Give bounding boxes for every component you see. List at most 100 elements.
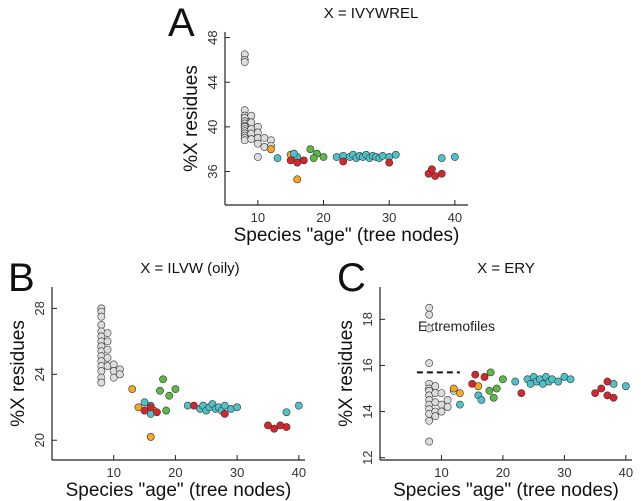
y-tick-label: 48 bbox=[205, 30, 220, 44]
x-tick-label: 40 bbox=[292, 465, 306, 480]
point bbox=[431, 412, 440, 421]
point bbox=[425, 310, 434, 319]
x-tick-label: 40 bbox=[448, 210, 462, 225]
x-axis-label: Species "age" (tree nodes) bbox=[66, 480, 292, 501]
point bbox=[220, 401, 229, 410]
point bbox=[240, 136, 249, 145]
point bbox=[267, 145, 275, 154]
point bbox=[233, 403, 242, 412]
x-tick-label: 20 bbox=[316, 210, 330, 225]
point bbox=[489, 393, 498, 402]
point bbox=[156, 386, 164, 395]
point bbox=[431, 382, 440, 391]
point bbox=[437, 389, 446, 398]
point bbox=[134, 403, 143, 412]
point bbox=[456, 389, 464, 398]
point bbox=[270, 424, 279, 433]
point bbox=[554, 377, 563, 386]
chart-title: X = IVYWREL bbox=[324, 5, 419, 22]
point bbox=[477, 396, 486, 404]
point bbox=[517, 389, 526, 398]
x-axis-label: Species "age" (tree nodes) bbox=[234, 225, 460, 246]
point bbox=[264, 421, 272, 430]
chart-title: X = ERY bbox=[477, 260, 535, 277]
x-tick-label: 10 bbox=[106, 465, 120, 480]
point bbox=[103, 345, 112, 354]
point bbox=[339, 157, 348, 166]
y-tick-label: 40 bbox=[205, 120, 220, 134]
point bbox=[425, 416, 434, 425]
y-tick-label: 24 bbox=[32, 367, 47, 381]
point bbox=[621, 382, 630, 391]
point bbox=[115, 370, 124, 379]
x-tick-label: 10 bbox=[434, 465, 448, 480]
x-tick-label: 40 bbox=[619, 465, 633, 480]
point bbox=[260, 143, 269, 151]
y-axis-label: %X residues bbox=[8, 320, 29, 427]
point bbox=[190, 401, 198, 410]
point bbox=[431, 172, 440, 180]
point bbox=[437, 407, 446, 416]
point bbox=[247, 135, 256, 144]
chart-title: X = ILVW (oily) bbox=[140, 260, 239, 277]
point bbox=[260, 134, 269, 142]
y-tick-label: 18 bbox=[360, 312, 375, 326]
point bbox=[332, 153, 341, 161]
point bbox=[97, 312, 106, 321]
point bbox=[319, 153, 328, 161]
point bbox=[456, 400, 464, 409]
y-tick-label: 28 bbox=[32, 301, 47, 315]
point bbox=[282, 408, 291, 417]
y-tick-label: 16 bbox=[360, 358, 375, 372]
point bbox=[437, 169, 446, 178]
x-tick-label: 30 bbox=[230, 465, 244, 480]
point bbox=[253, 139, 262, 148]
point bbox=[253, 153, 262, 161]
x-tick-label: 10 bbox=[251, 210, 265, 225]
point bbox=[293, 175, 302, 184]
point bbox=[425, 437, 434, 446]
x-tick-label: 20 bbox=[496, 465, 510, 480]
point bbox=[286, 156, 295, 165]
point bbox=[293, 158, 302, 167]
point bbox=[425, 359, 434, 368]
point bbox=[103, 329, 112, 338]
point bbox=[391, 150, 400, 159]
point bbox=[437, 154, 446, 163]
point bbox=[443, 403, 452, 411]
panel-letter: C bbox=[337, 256, 366, 300]
point bbox=[109, 373, 118, 382]
point bbox=[240, 58, 249, 67]
x-tick-label: 30 bbox=[557, 465, 571, 480]
point bbox=[511, 377, 520, 386]
point bbox=[609, 393, 618, 402]
point bbox=[492, 384, 501, 393]
point bbox=[171, 385, 180, 394]
panel-letter: A bbox=[168, 1, 195, 45]
point bbox=[109, 360, 118, 369]
point bbox=[450, 153, 459, 161]
point bbox=[471, 370, 480, 379]
point bbox=[480, 373, 489, 381]
y-tick-label: 12 bbox=[360, 450, 375, 464]
point bbox=[165, 391, 174, 400]
y-tick-label: 36 bbox=[205, 164, 220, 178]
point bbox=[247, 118, 256, 127]
point bbox=[282, 423, 291, 431]
x-tick-label: 30 bbox=[382, 210, 396, 225]
point bbox=[97, 378, 106, 387]
point bbox=[597, 384, 606, 393]
point bbox=[128, 385, 137, 394]
y-tick-label: 14 bbox=[360, 404, 375, 418]
point bbox=[425, 303, 434, 312]
point bbox=[103, 337, 112, 346]
point bbox=[299, 156, 308, 165]
point bbox=[159, 375, 167, 384]
point bbox=[499, 375, 507, 384]
point bbox=[309, 154, 318, 163]
point bbox=[425, 324, 434, 333]
point bbox=[385, 158, 394, 167]
point bbox=[140, 406, 149, 415]
x-axis-label: Species "age" (tree nodes) bbox=[393, 480, 619, 501]
